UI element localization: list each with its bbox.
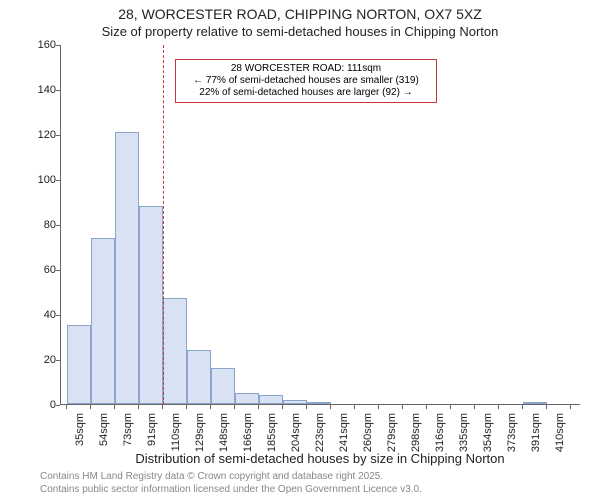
plot-area: 28 WORCESTER ROAD: 111sqm← 77% of semi-d… <box>60 45 580 405</box>
x-tick-mark <box>66 405 67 409</box>
x-tick-label: 298sqm <box>410 413 422 453</box>
x-tick-mark <box>426 405 427 409</box>
x-axis-title: Distribution of semi-detached houses by … <box>60 451 580 466</box>
y-tick-mark <box>56 315 60 316</box>
x-tick-mark <box>522 405 523 409</box>
x-tick-label: 373sqm <box>506 413 518 453</box>
x-tick-mark <box>570 405 571 409</box>
histogram-bar <box>91 238 115 405</box>
x-tick-mark <box>378 405 379 409</box>
y-tick-label: 40 <box>32 309 56 321</box>
x-tick-mark <box>138 405 139 409</box>
histogram-bar <box>523 402 547 404</box>
attribution-text: Contains HM Land Registry data © Crown c… <box>40 471 422 496</box>
y-tick-label: 60 <box>32 264 56 276</box>
x-tick-mark <box>450 405 451 409</box>
x-tick-label: 391sqm <box>530 413 542 453</box>
y-tick-mark <box>56 90 60 91</box>
x-tick-label: 260sqm <box>362 413 374 453</box>
x-tick-mark <box>186 405 187 409</box>
chart-root: 28, WORCESTER ROAD, CHIPPING NORTON, OX7… <box>0 0 600 500</box>
y-tick-label: 120 <box>32 129 56 141</box>
x-tick-label: 35sqm <box>74 413 86 453</box>
x-tick-label: 73sqm <box>122 413 134 453</box>
y-tick-label: 80 <box>32 219 56 231</box>
y-tick-label: 140 <box>32 84 56 96</box>
histogram-bar <box>67 325 91 404</box>
x-tick-mark <box>258 405 259 409</box>
x-tick-label: 223sqm <box>314 413 326 453</box>
x-tick-label: 185sqm <box>266 413 278 453</box>
x-tick-label: 129sqm <box>194 413 206 453</box>
x-tick-label: 166sqm <box>242 413 254 453</box>
chart-title-line2: Size of property relative to semi-detach… <box>0 24 600 39</box>
y-tick-mark <box>56 225 60 226</box>
x-tick-label: 110sqm <box>170 413 182 453</box>
attribution-line1: Contains HM Land Registry data © Crown c… <box>40 471 422 484</box>
y-tick-mark <box>56 270 60 271</box>
x-tick-label: 335sqm <box>458 413 470 453</box>
histogram-bar <box>163 298 187 404</box>
annotation-line: 28 WORCESTER ROAD: 111sqm <box>182 63 430 75</box>
histogram-bar <box>139 206 163 404</box>
y-tick-label: 160 <box>32 39 56 51</box>
histogram-bar <box>307 402 331 404</box>
x-tick-mark <box>90 405 91 409</box>
histogram-bar <box>211 368 235 404</box>
x-tick-mark <box>330 405 331 409</box>
x-tick-label: 54sqm <box>98 413 110 453</box>
y-tick-mark <box>56 180 60 181</box>
y-tick-label: 0 <box>32 399 56 411</box>
y-tick-mark <box>56 135 60 136</box>
histogram-bar <box>259 395 283 404</box>
x-tick-mark <box>354 405 355 409</box>
y-tick-mark <box>56 405 60 406</box>
x-tick-mark <box>546 405 547 409</box>
x-tick-mark <box>474 405 475 409</box>
annotation-box: 28 WORCESTER ROAD: 111sqm← 77% of semi-d… <box>175 59 437 103</box>
histogram-bar <box>235 393 259 404</box>
x-tick-label: 279sqm <box>386 413 398 453</box>
y-tick-label: 20 <box>32 354 56 366</box>
chart-title-line1: 28, WORCESTER ROAD, CHIPPING NORTON, OX7… <box>0 6 600 22</box>
marker-line <box>163 45 164 405</box>
histogram-bar <box>283 400 307 405</box>
x-tick-mark <box>306 405 307 409</box>
attribution-line2: Contains public sector information licen… <box>40 484 422 497</box>
x-tick-mark <box>210 405 211 409</box>
x-tick-mark <box>162 405 163 409</box>
x-tick-mark <box>498 405 499 409</box>
x-tick-mark <box>282 405 283 409</box>
histogram-bar <box>115 132 139 404</box>
y-tick-label: 100 <box>32 174 56 186</box>
y-tick-mark <box>56 45 60 46</box>
annotation-line: 22% of semi-detached houses are larger (… <box>182 87 430 99</box>
x-tick-label: 410sqm <box>554 413 566 453</box>
histogram-bar <box>187 350 211 404</box>
x-tick-label: 354sqm <box>482 413 494 453</box>
x-tick-label: 204sqm <box>290 413 302 453</box>
x-tick-label: 241sqm <box>338 413 350 453</box>
annotation-line: ← 77% of semi-detached houses are smalle… <box>182 75 430 87</box>
x-tick-mark <box>114 405 115 409</box>
x-tick-label: 148sqm <box>218 413 230 453</box>
x-tick-mark <box>234 405 235 409</box>
y-tick-mark <box>56 360 60 361</box>
x-tick-label: 91sqm <box>146 413 158 453</box>
x-tick-mark <box>402 405 403 409</box>
x-tick-label: 316sqm <box>434 413 446 453</box>
